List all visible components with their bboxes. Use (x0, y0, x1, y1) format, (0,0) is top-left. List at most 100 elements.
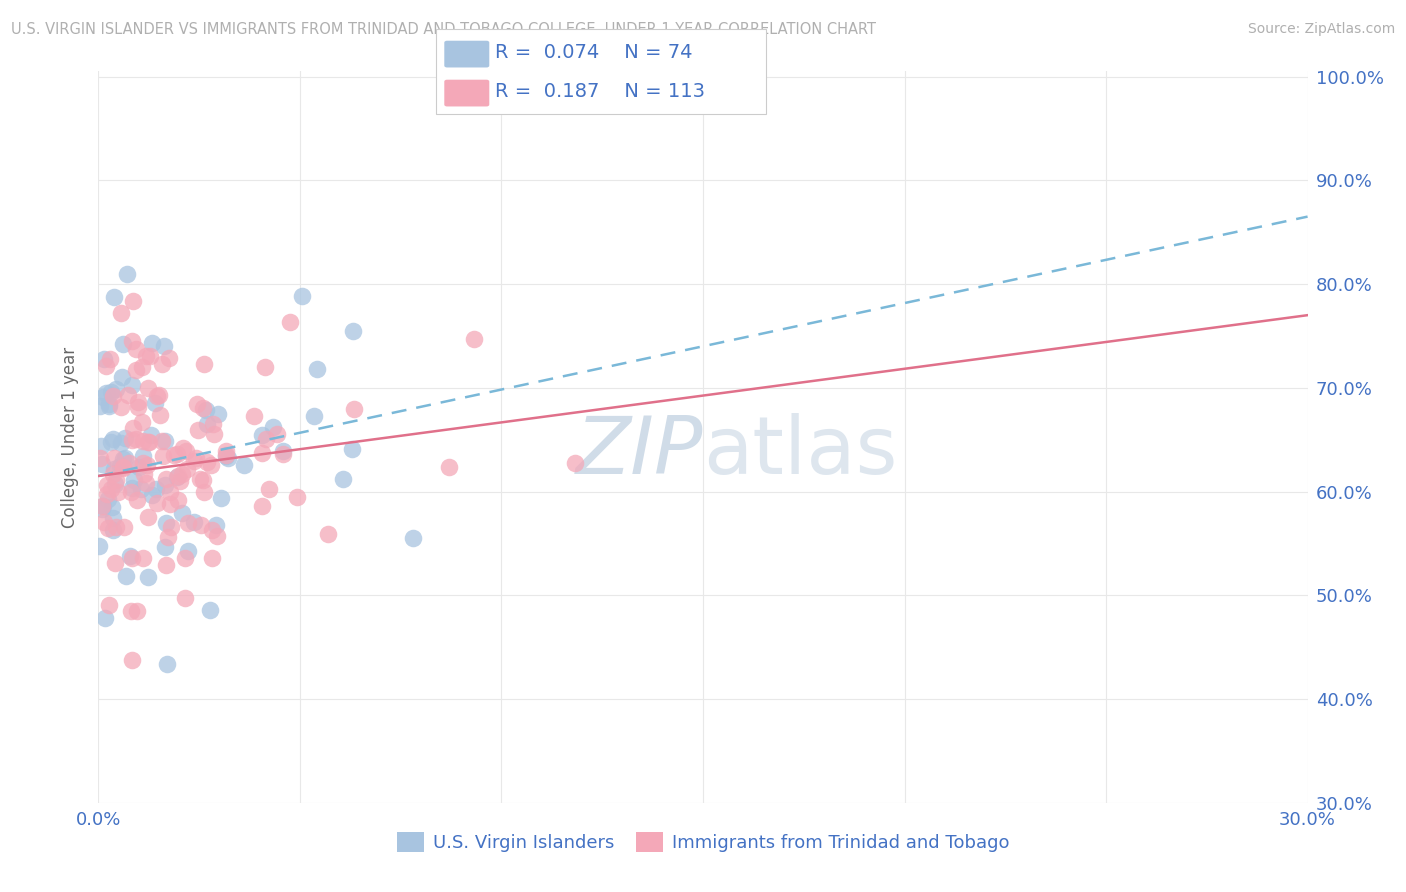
Point (132, 467, 155, 482)
Point (174, 443, 197, 458)
Point (101, 432, 124, 446)
Point (127, 604, 149, 618)
Point (117, 388, 139, 402)
Point (98, 397, 121, 411)
Point (143, 396, 166, 410)
Point (97, 491, 120, 506)
Point (101, 467, 124, 482)
Point (176, 461, 198, 475)
Point (103, 462, 125, 476)
Point (145, 482, 167, 496)
Point (131, 415, 153, 429)
Point (87, 539, 110, 553)
Point (285, 490, 308, 504)
Point (128, 459, 150, 474)
Point (96, 487, 118, 501)
Point (114, 569, 136, 583)
Point (131, 456, 153, 470)
Point (94, 611, 117, 625)
Point (98, 352, 121, 367)
Point (121, 653, 143, 667)
Point (259, 483, 281, 497)
Point (215, 449, 238, 463)
Point (121, 481, 143, 495)
Point (262, 419, 284, 434)
Point (201, 417, 224, 432)
Point (90, 439, 112, 453)
Point (150, 434, 173, 448)
Point (120, 549, 142, 563)
Point (343, 401, 366, 416)
Point (90, 457, 112, 471)
Point (136, 570, 159, 584)
Point (131, 450, 153, 464)
Point (103, 290, 125, 304)
Point (141, 488, 163, 502)
Point (254, 432, 277, 446)
Point (153, 478, 176, 492)
Point (94, 386, 117, 401)
Point (150, 357, 173, 371)
Point (193, 485, 215, 500)
Text: Source: ZipAtlas.com: Source: ZipAtlas.com (1247, 22, 1395, 37)
Point (202, 427, 225, 442)
Point (136, 381, 159, 395)
Point (149, 408, 172, 422)
Point (118, 457, 141, 471)
Point (233, 458, 256, 472)
Point (121, 377, 143, 392)
Point (101, 500, 124, 514)
Point (112, 520, 135, 534)
Point (205, 529, 228, 543)
Point (112, 461, 135, 475)
Point (155, 558, 177, 572)
Point (250, 446, 273, 460)
Point (97, 521, 120, 535)
Legend: U.S. Virgin Islanders, Immigrants from Trinidad and Tobago: U.S. Virgin Islanders, Immigrants from T… (389, 824, 1017, 860)
Point (217, 451, 239, 466)
Point (98, 400, 121, 414)
Point (114, 451, 136, 466)
Text: U.S. VIRGIN ISLANDER VS IMMIGRANTS FROM TRINIDAD AND TOBAGO COLLEGE, UNDER 1 YEA: U.S. VIRGIN ISLANDER VS IMMIGRANTS FROM … (11, 22, 876, 37)
Point (127, 492, 149, 507)
Point (125, 433, 148, 447)
Point (153, 434, 176, 448)
Point (93, 515, 115, 529)
Point (127, 400, 149, 414)
Point (103, 477, 125, 491)
Point (215, 448, 238, 462)
Point (124, 343, 146, 357)
Point (266, 426, 288, 441)
Point (155, 516, 177, 531)
Point (437, 460, 460, 475)
Point (101, 510, 124, 524)
Point (103, 451, 125, 466)
Point (90, 502, 112, 516)
Point (193, 357, 215, 371)
Point (198, 602, 221, 616)
Point (305, 361, 328, 376)
Point (190, 518, 212, 533)
Point (145, 389, 167, 403)
Point (108, 459, 131, 474)
Point (129, 483, 152, 497)
Point (271, 447, 294, 461)
Point (127, 395, 149, 409)
Point (291, 289, 314, 303)
Point (110, 306, 132, 320)
Point (332, 472, 354, 486)
Point (91, 391, 114, 405)
Point (100, 482, 122, 496)
Point (96, 477, 118, 491)
Point (141, 335, 163, 350)
Point (280, 315, 302, 329)
Point (155, 473, 177, 487)
Point (104, 556, 127, 570)
Point (132, 434, 155, 449)
Text: ZIP: ZIP (575, 413, 703, 491)
Point (114, 431, 136, 445)
Point (172, 467, 194, 482)
Point (250, 427, 273, 442)
Point (207, 407, 229, 421)
Point (183, 454, 205, 468)
